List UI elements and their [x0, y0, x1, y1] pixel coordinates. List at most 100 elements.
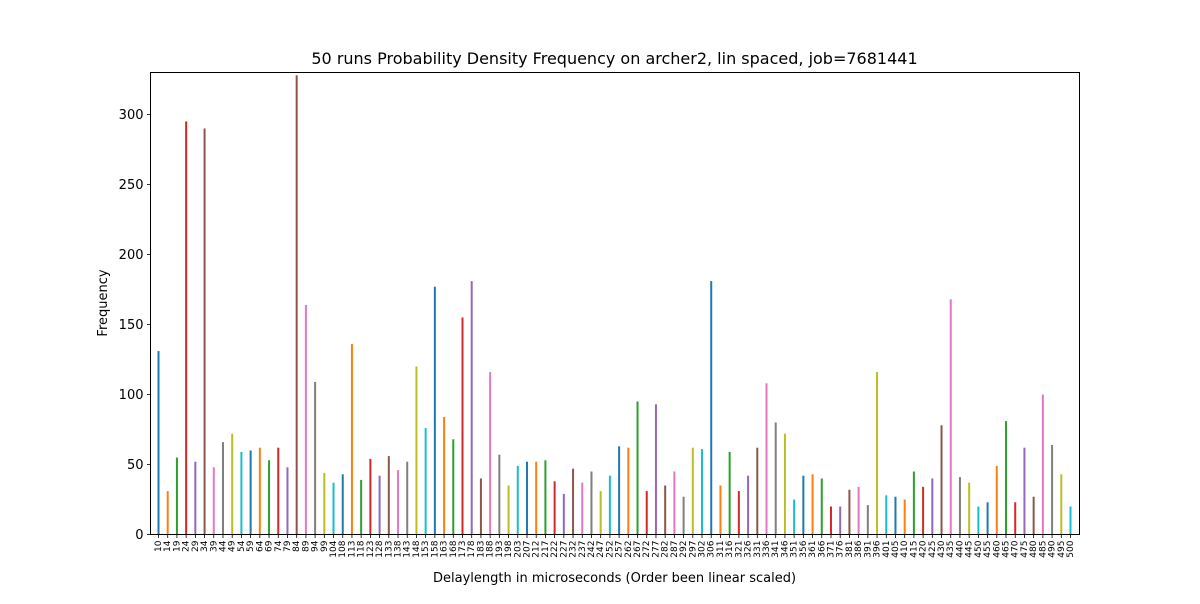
- bar-445: [968, 482, 971, 535]
- x-tick-label: 435: [946, 541, 956, 558]
- bar-173: [461, 317, 464, 535]
- bar-99: [323, 472, 326, 535]
- x-tick-label: 500: [1066, 540, 1076, 557]
- bar-495: [1060, 474, 1063, 535]
- bar-450: [977, 506, 980, 535]
- bar-212: [535, 461, 538, 535]
- x-tick-label: 232: [569, 541, 579, 558]
- bar-480: [1032, 496, 1035, 535]
- x-tick-label: 485: [1038, 541, 1048, 558]
- x-tick-label: 460: [992, 540, 1002, 557]
- bar-153: [424, 428, 427, 535]
- x-tick-label: 302: [698, 541, 708, 558]
- bar-391: [866, 505, 869, 535]
- x-tick-label: 10: [154, 540, 164, 552]
- bar-237: [581, 482, 584, 535]
- bar-376: [839, 506, 842, 535]
- x-tick-label: 173: [458, 541, 468, 558]
- x-tick-label: 480: [1029, 540, 1039, 557]
- bar-168: [452, 439, 455, 535]
- x-tick-label: 237: [578, 541, 588, 558]
- bar-49: [231, 433, 234, 535]
- x-tick-label: 89: [301, 540, 311, 552]
- x-tick-label: 104: [329, 540, 339, 557]
- x-tick-label: 158: [430, 540, 440, 557]
- x-tick-label: 490: [1048, 540, 1058, 557]
- bar-64: [258, 447, 261, 535]
- bar-44: [221, 442, 224, 535]
- bar-336: [765, 383, 768, 535]
- x-tick-label: 59: [246, 540, 256, 552]
- plot-area-frame: [150, 72, 1080, 535]
- x-tick-label: 430: [937, 540, 947, 557]
- bar-460: [995, 465, 998, 535]
- bar-227: [562, 493, 565, 535]
- x-tick-label: 203: [513, 541, 523, 558]
- x-tick-label: 168: [449, 540, 459, 557]
- bar-69: [268, 460, 271, 535]
- bar-143: [406, 461, 409, 535]
- bar-178: [470, 281, 473, 535]
- bar-405: [894, 496, 897, 535]
- x-tick-label: 326: [744, 540, 754, 557]
- bar-108: [341, 474, 344, 535]
- bar-242: [590, 471, 593, 535]
- x-tick-label: 153: [421, 541, 431, 558]
- x-tick-label: 306: [707, 540, 717, 557]
- x-tick-label: 252: [605, 541, 615, 558]
- bar-163: [443, 416, 446, 535]
- x-tick-label: 346: [780, 540, 790, 557]
- bar-292: [682, 496, 685, 535]
- x-tick-label: 108: [338, 540, 348, 557]
- bar-203: [516, 465, 519, 535]
- bar-302: [701, 449, 704, 535]
- x-tick-label: 341: [771, 541, 781, 558]
- x-tick-label: 163: [440, 541, 450, 558]
- x-tick-label: 34: [200, 540, 210, 552]
- x-tick-label: 74: [274, 540, 284, 552]
- bar-14: [166, 491, 169, 535]
- x-tick-label: 287: [670, 541, 680, 558]
- bar-331: [756, 447, 759, 535]
- bar-361: [811, 474, 814, 535]
- x-tick-label: 420: [919, 540, 929, 557]
- x-tick-label: 39: [209, 540, 219, 552]
- x-tick-label: 331: [753, 541, 763, 558]
- x-tick-label: 272: [642, 541, 652, 558]
- x-tick-label: 405: [891, 541, 901, 558]
- x-tick-label: 356: [799, 540, 809, 557]
- bar-306: [710, 281, 713, 535]
- x-tick-label: 445: [965, 541, 975, 558]
- bar-415: [912, 471, 915, 535]
- x-tick-label: 396: [873, 540, 883, 557]
- bar-59: [249, 450, 252, 535]
- x-tick-label: 386: [854, 540, 864, 557]
- bar-485: [1041, 394, 1044, 535]
- bar-34: [203, 128, 206, 535]
- bar-410: [903, 499, 906, 535]
- x-tick-label: 49: [228, 540, 238, 552]
- bar-311: [719, 485, 722, 535]
- x-tick-label: 143: [403, 541, 413, 558]
- x-tick-label: 178: [467, 540, 477, 557]
- x-tick-label: 351: [790, 541, 800, 558]
- bar-89: [304, 304, 307, 535]
- x-tick-label: 316: [725, 540, 735, 557]
- x-tick-label: 19: [172, 540, 182, 552]
- x-tick-label: 64: [255, 540, 265, 552]
- bar-183: [479, 478, 482, 535]
- bar-356: [802, 475, 805, 535]
- x-tick-label: 465: [1002, 541, 1012, 558]
- y-tick-label: 50: [127, 458, 144, 473]
- x-tick-label: 24: [182, 540, 192, 552]
- x-tick-label: 193: [495, 541, 505, 558]
- x-tick-label: 495: [1057, 541, 1067, 558]
- bar-430: [940, 425, 943, 535]
- bar-79: [286, 467, 289, 535]
- x-tick-label: 94: [311, 540, 321, 552]
- x-tick-label: 123: [366, 541, 376, 558]
- x-tick-label: 470: [1011, 540, 1021, 557]
- bars-layer: [157, 75, 1072, 535]
- x-tick-label: 227: [559, 541, 569, 558]
